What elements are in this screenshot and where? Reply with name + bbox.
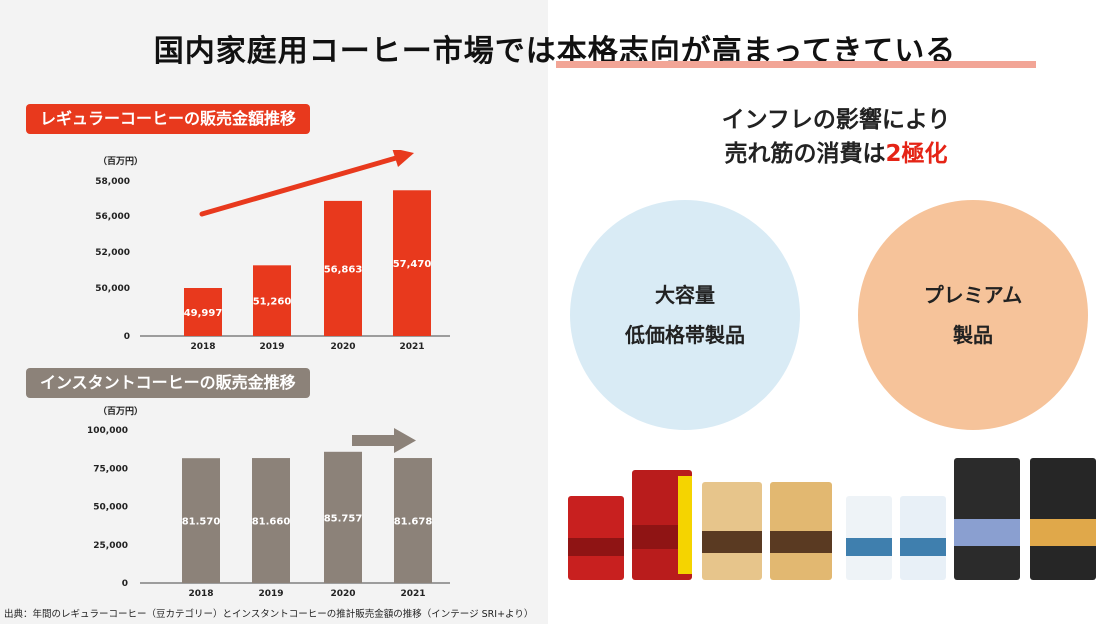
y-tick-label: 58,000 — [95, 177, 130, 187]
chart-unit: （百万円） — [98, 156, 143, 167]
circle2-line1: プレミアム — [923, 283, 1023, 307]
circle1-line2: 低価格帯製品 — [625, 323, 745, 347]
circle-bulk-low-price: 大容量 低価格帯製品 — [570, 200, 800, 430]
package-label-band — [900, 538, 946, 556]
bar — [393, 190, 431, 336]
package-label-band — [702, 531, 762, 553]
product-package — [1030, 458, 1096, 580]
trend-arrow-shaft — [352, 435, 396, 446]
bar-value-label: 81.678 — [394, 517, 433, 528]
package-label-band — [568, 538, 624, 556]
y-tick-label: 0 — [122, 579, 128, 589]
regular-chart-label: レギュラーコーヒーの販売金額推移 — [26, 104, 311, 134]
circle2-line2: 製品 — [953, 323, 993, 347]
product-package — [954, 458, 1020, 580]
x-tick-label: 2021 — [400, 589, 425, 599]
x-tick-label: 2020 — [330, 342, 355, 352]
product-package — [900, 496, 946, 580]
x-tick-label: 2018 — [188, 589, 213, 599]
package-label-band — [846, 538, 892, 556]
package-label-band — [954, 519, 1020, 546]
y-tick-label: 56,000 — [95, 212, 130, 222]
y-tick-label: 75,000 — [93, 464, 128, 474]
trend-arrow-head — [394, 428, 416, 453]
chart-unit: （百万円） — [98, 406, 143, 417]
bar — [182, 458, 220, 583]
bar-value-label: 49,997 — [184, 308, 223, 319]
circle-premium: プレミアム 製品 — [858, 200, 1088, 430]
package-label-band — [770, 531, 832, 553]
y-tick-label: 100,000 — [87, 426, 128, 436]
bar — [184, 288, 222, 336]
headline-line2-highlight: 2極化 — [885, 141, 948, 167]
product-images — [562, 456, 1098, 580]
x-tick-label: 2019 — [258, 589, 283, 599]
x-tick-label: 2021 — [399, 342, 424, 352]
product-package — [568, 496, 624, 580]
headline-line1: インフレの影響により — [721, 107, 951, 133]
y-tick-label: 0 — [124, 332, 130, 342]
x-tick-label: 2018 — [190, 342, 215, 352]
instant-coffee-chart: （百万円） 0 25,000 50,000 75,000 100,000 81.570 201… — [87, 406, 450, 599]
y-tick-label: 50,000 — [93, 503, 128, 513]
bar — [324, 200, 362, 336]
title-highlight-underline — [556, 61, 1036, 68]
x-tick-label: 2019 — [259, 342, 284, 352]
regular-coffee-chart: （百万円） 0 50,000 52,000 56,000 58,000 49,997 2018… — [95, 150, 450, 352]
y-tick-label: 50,000 — [95, 284, 130, 294]
bar-value-label: 56,863 — [324, 264, 363, 275]
circle1-line1: 大容量 — [655, 283, 715, 307]
trend-arrow-shaft — [199, 155, 399, 217]
bar-value-label: 57,470 — [393, 259, 432, 270]
package-label-band — [1030, 519, 1096, 546]
bar — [252, 458, 290, 583]
headline-line2: 売れ筋の消費は2極化 — [606, 138, 1066, 170]
bar — [324, 451, 362, 583]
bar — [394, 458, 432, 583]
product-package — [770, 482, 832, 580]
source-note: 出典：年間のレギュラーコーヒー（豆カテゴリー）とインスタントコーヒーの推計販売金… — [4, 609, 534, 620]
product-package — [846, 496, 892, 580]
bar-value-label: 51,260 — [253, 297, 292, 308]
headline-line2-prefix: 売れ筋の消費は — [724, 141, 886, 167]
x-tick-label: 2020 — [330, 589, 355, 599]
y-tick-label: 25,000 — [93, 541, 128, 551]
bar-value-label: 81.570 — [182, 517, 221, 528]
trend-arrow-head — [392, 150, 414, 167]
product-package — [702, 482, 762, 580]
instant-chart-label: インスタントコーヒーの販売金推移 — [26, 368, 310, 398]
bar-value-label: 81.660 — [252, 517, 291, 528]
bulk-size-badge — [678, 476, 692, 574]
product-package — [632, 470, 692, 580]
bar-value-label: 85.757 — [324, 513, 363, 524]
bar — [253, 265, 291, 336]
y-tick-label: 52,000 — [95, 248, 130, 258]
